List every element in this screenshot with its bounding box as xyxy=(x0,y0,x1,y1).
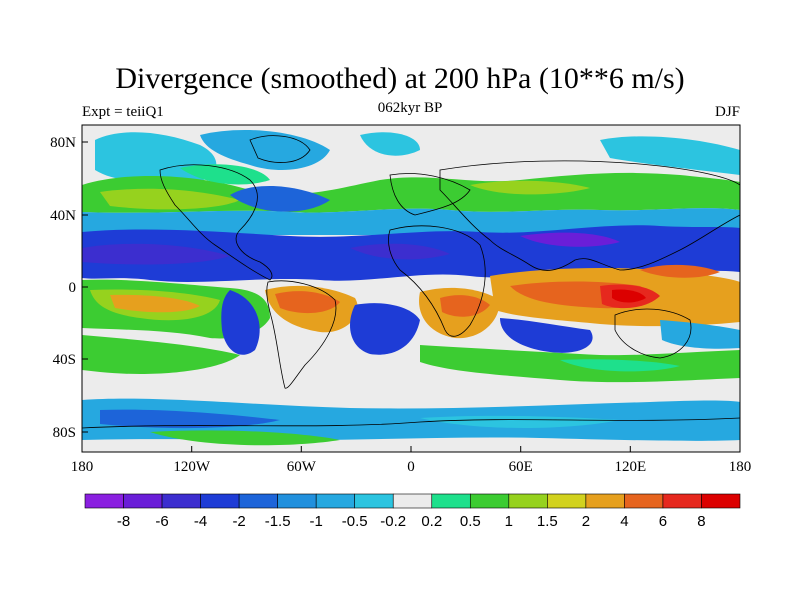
colorbar-label: 1.5 xyxy=(537,513,558,530)
lon-tick-label: 120W xyxy=(173,459,211,475)
south-america-outline xyxy=(266,280,337,389)
colorbar-swatch xyxy=(277,493,317,509)
colorbar-label: 0.5 xyxy=(460,513,481,530)
colorbar-label: 0.2 xyxy=(421,513,442,530)
colorbar-swatch xyxy=(161,493,201,509)
south-pacific-blue xyxy=(221,290,260,355)
lon-tick-label: 60W xyxy=(287,459,317,475)
colorbar-label: 2 xyxy=(582,513,590,530)
asia-yellow-patch xyxy=(470,180,590,195)
colorbar-swatch xyxy=(238,493,278,509)
antarctic-blue-patch xyxy=(100,409,280,429)
lat-axis: 80N 40N 0 40S 80S xyxy=(50,135,88,441)
siberia-cyan-blob xyxy=(600,136,740,175)
south-indian-blue xyxy=(500,318,593,353)
antarctic-green-patch xyxy=(150,430,340,446)
colorbar-label: 8 xyxy=(697,513,705,530)
colorbar-label: 6 xyxy=(659,513,667,530)
pacific-orange-divergence xyxy=(110,294,200,313)
lat-tick-label: 0 xyxy=(69,280,77,296)
maritime-continent-max xyxy=(612,289,646,303)
colorbar-label: 1 xyxy=(505,513,513,530)
colorbar-swatch xyxy=(469,493,510,509)
north-america-outline xyxy=(159,164,273,281)
lat-tick-label: 80N xyxy=(50,135,76,151)
lon-tick-label: 60E xyxy=(509,459,533,475)
map-title: Divergence (smoothed) at 200 hPa (10**6 … xyxy=(115,62,685,95)
colorbar-swatch xyxy=(315,493,356,509)
lon-tick-label: 120E xyxy=(614,459,646,475)
season-label: DJF xyxy=(714,104,740,120)
arctic-small-blob xyxy=(360,132,420,156)
west-pacific-red-orange xyxy=(640,264,720,278)
south-atlantic-blue xyxy=(350,303,420,355)
colorbar-swatch xyxy=(508,493,548,509)
africa-outline xyxy=(388,225,486,337)
colorbar-swatch xyxy=(662,493,702,509)
antarctic-cyan-patch xyxy=(420,415,620,428)
colorbar-swatch xyxy=(701,493,741,509)
experiment-label: Expt = teiiQ1 xyxy=(82,104,164,120)
greenland-outline xyxy=(249,135,311,163)
lon-tick-label: 180 xyxy=(71,459,94,475)
lat-tick-label: 40S xyxy=(53,352,76,368)
colorbar-label: -0.5 xyxy=(342,513,368,530)
lat-tick-label: 80S xyxy=(53,425,76,441)
south-pacific-green xyxy=(82,335,240,375)
coastlines xyxy=(82,135,740,429)
africa-strong-convergence xyxy=(350,243,450,260)
colorbar-label: -4 xyxy=(194,513,207,530)
colorbar-swatch xyxy=(624,493,664,509)
colorbar-label: -1.5 xyxy=(265,513,291,530)
north-cyan-band xyxy=(82,208,740,235)
colorbar-label: -0.2 xyxy=(380,513,406,530)
colorbar-swatch xyxy=(547,493,587,509)
colorbar: -8 -6 -4 -2 -1.5 -1 -0.5 -0.2 0.2 0.5 1 1.5 2 4 6 8 xyxy=(84,493,741,530)
contour-field xyxy=(82,125,740,452)
australia-outline xyxy=(614,308,692,359)
asia-outline xyxy=(439,160,740,271)
asia-strong-convergence xyxy=(520,232,620,247)
north-pacific-yellow xyxy=(100,188,240,210)
atlantic-blue-blob xyxy=(230,185,330,212)
colorbar-label: -2 xyxy=(232,513,245,530)
south-america-red-orange xyxy=(275,291,340,314)
africa-red-orange xyxy=(440,295,490,317)
colorbar-swatch xyxy=(431,493,471,509)
colorbar-swatch xyxy=(585,493,625,509)
colorbar-swatch xyxy=(123,493,163,509)
colorbar-label: 4 xyxy=(620,513,628,530)
antarctic-cyan-band xyxy=(82,398,740,441)
colorbar-swatch xyxy=(392,493,433,509)
colorbar-label: -8 xyxy=(117,513,130,530)
lon-tick-label: 180 xyxy=(729,459,752,475)
south-pacific-cyan xyxy=(660,320,740,349)
lon-axis: 180 120W 60W 0 60E 120E 180 xyxy=(71,446,752,475)
lon-tick-label: 0 xyxy=(407,459,415,475)
southern-ocean-teal xyxy=(560,359,680,372)
pacific-strong-convergence xyxy=(82,243,230,265)
canada-green-blob xyxy=(180,164,270,185)
colorbar-swatch xyxy=(84,493,124,509)
colorbar-swatch xyxy=(200,493,240,509)
antarctica-outline xyxy=(82,417,740,429)
colorbar-swatch xyxy=(354,493,394,509)
colorbar-label: -6 xyxy=(155,513,168,530)
colorbar-label: -1 xyxy=(310,513,323,530)
period-label: 062kyr BP xyxy=(377,100,443,116)
lat-tick-label: 40N xyxy=(50,208,76,224)
